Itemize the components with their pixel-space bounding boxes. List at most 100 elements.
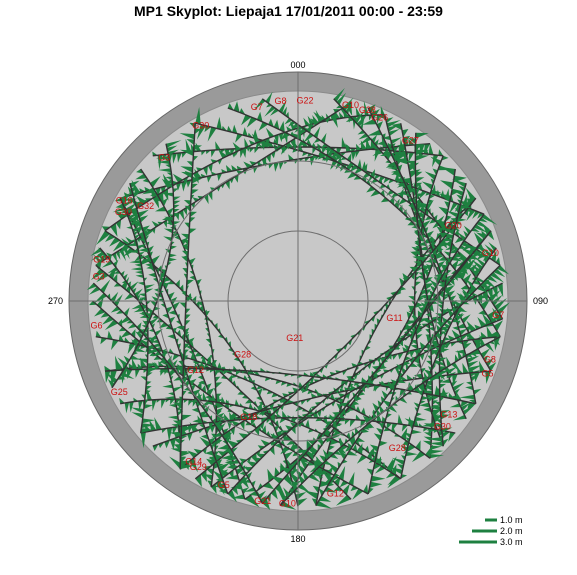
multipath-spike [405,319,414,326]
multipath-spike [315,500,332,509]
multipath-spike [249,161,257,166]
multipath-spike [192,418,204,424]
multipath-spike [414,230,419,236]
multipath-spike [373,433,382,441]
multipath-spike [213,405,217,411]
multipath-spike [360,407,366,416]
multipath-spike [465,385,474,391]
multipath-spike [246,117,257,128]
multipath-spike [333,486,343,491]
legend-label: 2.0 m [500,526,523,536]
multipath-spike [297,473,305,484]
multipath-spike [490,272,505,283]
satellite-track [194,197,477,487]
multipath-spike [440,331,447,336]
multipath-spike [438,206,449,216]
multipath-spike [357,391,365,396]
multipath-spike [194,352,203,357]
multipath-spike [381,135,391,141]
multipath-spike [182,268,188,274]
multipath-spike [156,156,170,160]
multipath-spike [392,151,404,162]
multipath-spike [404,432,411,439]
multipath-spike [466,198,476,204]
multipath-spike [465,331,472,339]
multipath-spike [374,458,383,464]
multipath-spike [170,399,175,405]
multipath-spike [190,211,197,218]
multipath-spike [450,220,457,227]
multipath-spike [121,238,130,246]
multipath-spike [284,451,293,460]
satellite-label: G27 [402,135,419,145]
multipath-spike [414,240,420,246]
multipath-spike [347,437,356,443]
multipath-spike [445,278,452,283]
multipath-spike [412,255,422,261]
multipath-spike [391,423,398,433]
multipath-spike [481,247,492,258]
multipath-spike [135,331,143,340]
multipath-spike [260,367,267,373]
multipath-spike [190,351,196,361]
multipath-spike [211,439,217,448]
multipath-spike [114,198,122,202]
azimuth-label: 270 [48,296,63,306]
chart-title: MP1 Skyplot: Liepaja1 17/01/2011 00:00 -… [134,3,443,19]
satellite-track [172,122,202,470]
multipath-spike [376,408,381,417]
satellite-label: G10 [482,248,499,258]
multipath-spike [90,247,103,256]
multipath-spike [198,428,205,434]
satellite-label: G5 [481,369,493,379]
multipath-spike [415,281,421,287]
multipath-spike [216,116,222,130]
multipath-spike [459,204,472,210]
multipath-spike [131,407,144,414]
multipath-spike [139,215,149,223]
multipath-spike [233,101,240,113]
multipath-spike [89,286,101,295]
multipath-spike [269,475,284,484]
multipath-spike [408,198,414,204]
multipath-spike [483,258,488,264]
multipath-spike [304,384,311,391]
multipath-spike [339,412,346,419]
multipath-spike [429,406,441,411]
multipath-spike [182,250,189,257]
multipath-spike [446,356,452,367]
multipath-spike [137,243,148,250]
multipath-spike [295,406,304,412]
multipath-spike [455,392,462,401]
satellite-label: G12 [187,365,204,375]
multipath-spike [262,482,274,490]
multipath-spike [183,355,189,362]
multipath-spike [441,326,449,334]
multipath-spike [134,288,143,298]
multipath-spike [285,425,294,431]
multipath-spike [415,245,421,251]
multipath-spike [193,145,202,151]
multipath-spike [191,189,199,195]
multipath-spike [218,488,228,494]
legend: 1.0 m2.0 m3.0 m [459,515,523,547]
multipath-spike [415,276,420,282]
multipath-spike [286,382,293,387]
multipath-spike [138,400,143,411]
multipath-spike [429,279,438,289]
multipath-spike [429,218,437,224]
multipath-spike [443,331,447,337]
multipath-spike [129,260,142,264]
multipath-spike [427,253,436,259]
multipath-spike [446,269,452,275]
multipath-spike [165,176,173,181]
multipath-spike [186,179,192,188]
multipath-spike [425,283,433,290]
multipath-spike [184,205,191,212]
multipath-spike [118,334,125,342]
multipath-spike [173,221,181,226]
multipath-spike [265,91,273,104]
multipath-spike [481,214,498,225]
multipath-spike [181,414,192,421]
multipath-spike [112,207,126,213]
